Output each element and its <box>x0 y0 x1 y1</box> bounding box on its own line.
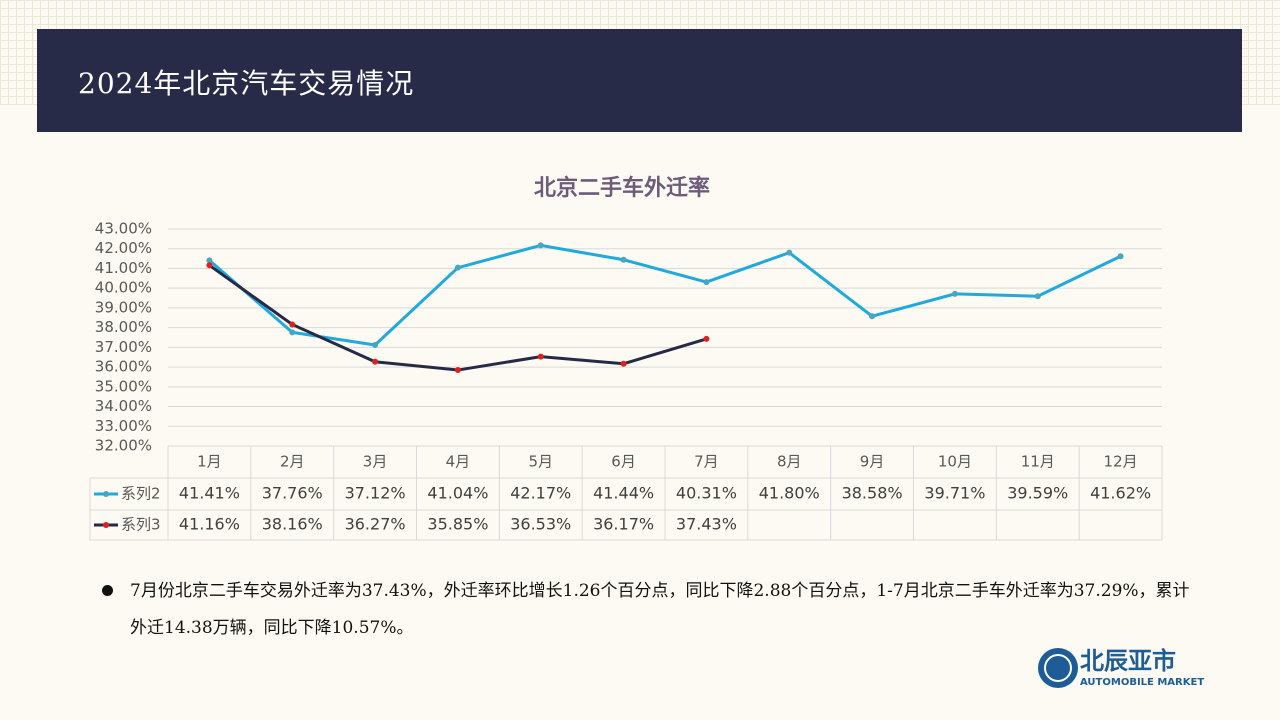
table-value: 36.17% <box>593 515 654 534</box>
legend-label: 系列2 <box>121 485 161 503</box>
table-value: 37.43% <box>676 515 737 534</box>
bullet-text: 7月份北京二手车交易外迁率为37.43%，外迁率环比增长1.26个百分点，同比下… <box>130 581 1190 638</box>
point <box>537 353 544 360</box>
table-value: 40.31% <box>676 484 737 503</box>
table-value: 39.59% <box>1007 484 1068 503</box>
table-value: 39.71% <box>924 484 985 503</box>
table-value: 37.12% <box>345 484 406 503</box>
x-tick-label: 12月 <box>1104 453 1138 471</box>
point <box>620 256 627 263</box>
x-tick-label: 9月 <box>860 453 885 471</box>
x-tick-label: 2月 <box>280 453 305 471</box>
point <box>289 329 296 336</box>
point <box>1034 293 1041 300</box>
legend-label: 系列3 <box>121 516 161 534</box>
y-tick-label: 32.00% <box>95 437 152 455</box>
header-bar <box>37 29 1242 132</box>
bullet-dot <box>102 585 113 596</box>
point <box>372 358 379 365</box>
y-tick-label: 39.00% <box>95 298 152 316</box>
logo-icon-ring <box>1044 654 1072 682</box>
chart-title: 北京二手车外迁率 <box>534 175 710 201</box>
point <box>454 264 461 271</box>
x-tick-label: 11月 <box>1021 453 1055 471</box>
point <box>786 249 793 256</box>
table-value: 37.76% <box>262 484 323 503</box>
y-tick-label: 42.00% <box>95 239 152 257</box>
x-tick-label: 7月 <box>694 453 719 471</box>
y-tick-label: 38.00% <box>95 318 152 336</box>
logo-icon <box>1038 648 1078 688</box>
y-tick-label: 35.00% <box>95 377 152 395</box>
y-tick-label: 33.00% <box>95 417 152 435</box>
table-value: 41.80% <box>759 484 820 503</box>
point <box>869 313 876 320</box>
table-value: 42.17% <box>510 484 571 503</box>
table-value: 41.16% <box>179 515 240 534</box>
y-tick-label: 40.00% <box>95 279 152 297</box>
y-tick-label: 37.00% <box>95 338 152 356</box>
header-title: 2024年北京汽车交易情况 <box>78 67 415 100</box>
point <box>703 279 710 286</box>
point <box>1117 253 1124 260</box>
point <box>289 321 296 328</box>
table-value: 41.44% <box>593 484 654 503</box>
y-tick-label: 43.00% <box>95 220 152 238</box>
legend-marker <box>103 491 109 497</box>
y-tick-label: 36.00% <box>95 358 152 376</box>
point <box>206 262 213 269</box>
table-value: 36.53% <box>510 515 571 534</box>
logo: 北辰亚市 AUTOMOBILE MARKET <box>1038 647 1204 688</box>
point <box>372 341 379 348</box>
point <box>703 335 710 342</box>
logo-subtitle: AUTOMOBILE MARKET <box>1080 677 1204 688</box>
point <box>537 242 544 249</box>
table-value: 41.04% <box>427 484 488 503</box>
legend-marker <box>103 522 109 528</box>
table-value: 38.16% <box>262 515 323 534</box>
point <box>206 257 213 264</box>
y-tick-label: 34.00% <box>95 397 152 415</box>
table-value: 36.27% <box>345 515 406 534</box>
x-tick-label: 3月 <box>363 453 388 471</box>
x-tick-label: 8月 <box>777 453 802 471</box>
x-tick-label: 6月 <box>611 453 636 471</box>
x-tick-label: 5月 <box>528 453 553 471</box>
point <box>454 367 461 374</box>
point <box>951 290 958 297</box>
x-tick-label: 1月 <box>197 453 222 471</box>
table-value: 38.58% <box>842 484 903 503</box>
table-value: 35.85% <box>427 515 488 534</box>
y-tick-label: 41.00% <box>95 259 152 277</box>
x-tick-label: 10月 <box>938 453 972 471</box>
series-line <box>208 243 1122 347</box>
table-value: 41.62% <box>1090 484 1151 503</box>
point <box>620 360 627 367</box>
logo-name: 北辰亚市 <box>1080 647 1176 675</box>
x-tick-label: 4月 <box>446 453 471 471</box>
series-line <box>208 264 707 372</box>
table-value: 41.41% <box>179 484 240 503</box>
